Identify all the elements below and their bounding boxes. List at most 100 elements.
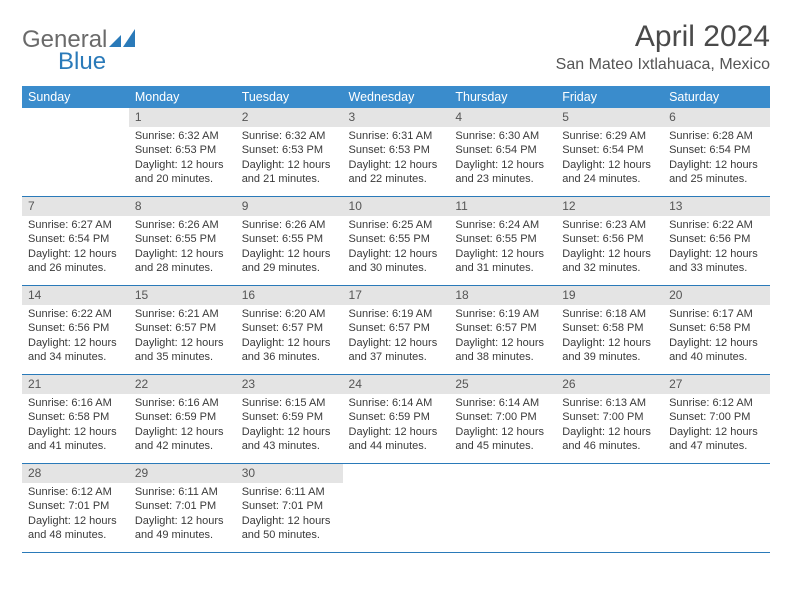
day-body: Sunrise: 6:28 AMSunset: 6:54 PMDaylight:… bbox=[663, 127, 770, 189]
sunrise-text: Sunrise: 6:30 AM bbox=[455, 129, 550, 143]
sunrise-text: Sunrise: 6:14 AM bbox=[455, 396, 550, 410]
calendar-table: SundayMondayTuesdayWednesdayThursdayFrid… bbox=[22, 86, 770, 553]
sunrise-text: Sunrise: 6:12 AM bbox=[669, 396, 764, 410]
day-body: Sunrise: 6:32 AMSunset: 6:53 PMDaylight:… bbox=[236, 127, 343, 189]
daylight-line1: Daylight: 12 hours bbox=[349, 158, 444, 172]
month-title: April 2024 bbox=[556, 20, 770, 54]
day-cell: 15Sunrise: 6:21 AMSunset: 6:57 PMDayligh… bbox=[129, 286, 236, 375]
day-body: Sunrise: 6:25 AMSunset: 6:55 PMDaylight:… bbox=[343, 216, 450, 278]
sunset-text: Sunset: 6:59 PM bbox=[242, 410, 337, 424]
sunset-text: Sunset: 6:56 PM bbox=[562, 232, 657, 246]
sunrise-text: Sunrise: 6:32 AM bbox=[135, 129, 230, 143]
daylight-line2: and 25 minutes. bbox=[669, 172, 764, 186]
sunrise-text: Sunrise: 6:17 AM bbox=[669, 307, 764, 321]
sunrise-text: Sunrise: 6:18 AM bbox=[562, 307, 657, 321]
day-number: 15 bbox=[129, 286, 236, 305]
day-header: Tuesday bbox=[236, 86, 343, 108]
day-body: Sunrise: 6:26 AMSunset: 6:55 PMDaylight:… bbox=[129, 216, 236, 278]
sunrise-text: Sunrise: 6:16 AM bbox=[135, 396, 230, 410]
day-cell: 13Sunrise: 6:22 AMSunset: 6:56 PMDayligh… bbox=[663, 197, 770, 286]
daylight-line2: and 40 minutes. bbox=[669, 350, 764, 364]
day-cell: 4Sunrise: 6:30 AMSunset: 6:54 PMDaylight… bbox=[449, 108, 556, 197]
day-number: 14 bbox=[22, 286, 129, 305]
day-cell-inner: 24Sunrise: 6:14 AMSunset: 6:59 PMDayligh… bbox=[343, 375, 450, 463]
week-row: 7Sunrise: 6:27 AMSunset: 6:54 PMDaylight… bbox=[22, 197, 770, 286]
day-cell-inner: 1Sunrise: 6:32 AMSunset: 6:53 PMDaylight… bbox=[129, 108, 236, 196]
daylight-line2: and 39 minutes. bbox=[562, 350, 657, 364]
day-cell-inner bbox=[663, 464, 770, 552]
day-number: 6 bbox=[663, 108, 770, 127]
daylight-line1: Daylight: 12 hours bbox=[455, 247, 550, 261]
day-header: Sunday bbox=[22, 86, 129, 108]
daylight-line1: Daylight: 12 hours bbox=[455, 158, 550, 172]
daylight-line1: Daylight: 12 hours bbox=[669, 247, 764, 261]
day-cell: 7Sunrise: 6:27 AMSunset: 6:54 PMDaylight… bbox=[22, 197, 129, 286]
day-header: Wednesday bbox=[343, 86, 450, 108]
sunset-text: Sunset: 6:53 PM bbox=[349, 143, 444, 157]
day-number: 4 bbox=[449, 108, 556, 127]
daylight-line2: and 46 minutes. bbox=[562, 439, 657, 453]
day-cell bbox=[663, 464, 770, 553]
day-header: Monday bbox=[129, 86, 236, 108]
sunrise-text: Sunrise: 6:31 AM bbox=[349, 129, 444, 143]
sunset-text: Sunset: 6:53 PM bbox=[242, 143, 337, 157]
daylight-line2: and 47 minutes. bbox=[669, 439, 764, 453]
daylight-line1: Daylight: 12 hours bbox=[562, 425, 657, 439]
day-number bbox=[556, 464, 663, 468]
day-number: 5 bbox=[556, 108, 663, 127]
daylight-line2: and 48 minutes. bbox=[28, 528, 123, 542]
day-cell-inner: 28Sunrise: 6:12 AMSunset: 7:01 PMDayligh… bbox=[22, 464, 129, 552]
sunrise-text: Sunrise: 6:24 AM bbox=[455, 218, 550, 232]
daylight-line2: and 22 minutes. bbox=[349, 172, 444, 186]
sunrise-text: Sunrise: 6:19 AM bbox=[455, 307, 550, 321]
day-cell: 24Sunrise: 6:14 AMSunset: 6:59 PMDayligh… bbox=[343, 375, 450, 464]
day-number: 29 bbox=[129, 464, 236, 483]
day-cell-inner: 25Sunrise: 6:14 AMSunset: 7:00 PMDayligh… bbox=[449, 375, 556, 463]
day-cell: 19Sunrise: 6:18 AMSunset: 6:58 PMDayligh… bbox=[556, 286, 663, 375]
week-row: 28Sunrise: 6:12 AMSunset: 7:01 PMDayligh… bbox=[22, 464, 770, 553]
title-block: April 2024 San Mateo Ixtlahuaca, Mexico bbox=[556, 20, 770, 74]
day-cell: 16Sunrise: 6:20 AMSunset: 6:57 PMDayligh… bbox=[236, 286, 343, 375]
day-cell: 9Sunrise: 6:26 AMSunset: 6:55 PMDaylight… bbox=[236, 197, 343, 286]
day-cell-inner: 17Sunrise: 6:19 AMSunset: 6:57 PMDayligh… bbox=[343, 286, 450, 374]
day-number: 2 bbox=[236, 108, 343, 127]
day-body: Sunrise: 6:31 AMSunset: 6:53 PMDaylight:… bbox=[343, 127, 450, 189]
day-cell-inner: 26Sunrise: 6:13 AMSunset: 7:00 PMDayligh… bbox=[556, 375, 663, 463]
day-cell-inner: 7Sunrise: 6:27 AMSunset: 6:54 PMDaylight… bbox=[22, 197, 129, 285]
location-subtitle: San Mateo Ixtlahuaca, Mexico bbox=[556, 56, 770, 74]
sunrise-text: Sunrise: 6:15 AM bbox=[242, 396, 337, 410]
day-cell bbox=[449, 464, 556, 553]
daylight-line2: and 33 minutes. bbox=[669, 261, 764, 275]
day-number: 24 bbox=[343, 375, 450, 394]
sunrise-text: Sunrise: 6:25 AM bbox=[349, 218, 444, 232]
day-cell: 12Sunrise: 6:23 AMSunset: 6:56 PMDayligh… bbox=[556, 197, 663, 286]
day-number: 16 bbox=[236, 286, 343, 305]
sunrise-text: Sunrise: 6:22 AM bbox=[28, 307, 123, 321]
day-cell: 29Sunrise: 6:11 AMSunset: 7:01 PMDayligh… bbox=[129, 464, 236, 553]
daylight-line1: Daylight: 12 hours bbox=[669, 425, 764, 439]
daylight-line2: and 38 minutes. bbox=[455, 350, 550, 364]
sunset-text: Sunset: 6:54 PM bbox=[562, 143, 657, 157]
day-cell-inner: 3Sunrise: 6:31 AMSunset: 6:53 PMDaylight… bbox=[343, 108, 450, 196]
day-number: 10 bbox=[343, 197, 450, 216]
day-body: Sunrise: 6:20 AMSunset: 6:57 PMDaylight:… bbox=[236, 305, 343, 367]
day-cell-inner: 10Sunrise: 6:25 AMSunset: 6:55 PMDayligh… bbox=[343, 197, 450, 285]
sunset-text: Sunset: 6:54 PM bbox=[28, 232, 123, 246]
day-number: 23 bbox=[236, 375, 343, 394]
day-header: Thursday bbox=[449, 86, 556, 108]
week-row: 14Sunrise: 6:22 AMSunset: 6:56 PMDayligh… bbox=[22, 286, 770, 375]
daylight-line1: Daylight: 12 hours bbox=[28, 247, 123, 261]
week-row: 21Sunrise: 6:16 AMSunset: 6:58 PMDayligh… bbox=[22, 375, 770, 464]
day-body: Sunrise: 6:13 AMSunset: 7:00 PMDaylight:… bbox=[556, 394, 663, 456]
sunset-text: Sunset: 6:55 PM bbox=[135, 232, 230, 246]
day-body: Sunrise: 6:27 AMSunset: 6:54 PMDaylight:… bbox=[22, 216, 129, 278]
day-cell-inner bbox=[449, 464, 556, 552]
day-body: Sunrise: 6:32 AMSunset: 6:53 PMDaylight:… bbox=[129, 127, 236, 189]
day-cell-inner bbox=[556, 464, 663, 552]
day-header: Saturday bbox=[663, 86, 770, 108]
day-number: 21 bbox=[22, 375, 129, 394]
day-header-row: SundayMondayTuesdayWednesdayThursdayFrid… bbox=[22, 86, 770, 108]
day-number bbox=[22, 108, 129, 112]
sunrise-text: Sunrise: 6:32 AM bbox=[242, 129, 337, 143]
sunset-text: Sunset: 6:58 PM bbox=[562, 321, 657, 335]
